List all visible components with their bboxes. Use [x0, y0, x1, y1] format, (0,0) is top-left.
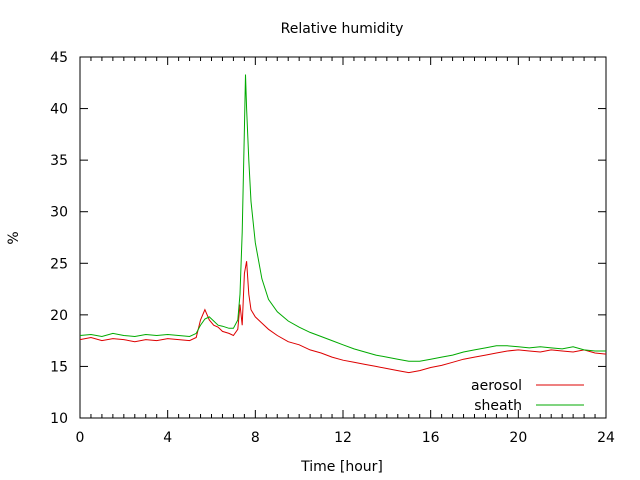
x-tick-label: 8	[251, 430, 260, 446]
y-tick-label: 35	[50, 153, 68, 169]
y-tick-label: 40	[50, 102, 68, 118]
x-tick-label: 20	[509, 430, 527, 446]
x-tick-label: 24	[597, 430, 615, 446]
y-tick-label: 45	[50, 50, 68, 66]
plot-area: 0 4 8 12 16 20 24 10 15 20 25 30 35 40 45	[50, 50, 615, 446]
y-tick-label: 20	[50, 308, 68, 324]
x-tick-label: 0	[76, 430, 85, 446]
series-line-aerosol	[79, 261, 607, 374]
y-tick-label: 25	[50, 256, 68, 272]
y-axis-label: %	[6, 231, 22, 244]
x-tick-label: 4	[163, 430, 172, 446]
chart-title: Relative humidity	[281, 21, 404, 37]
x-tick-label: 12	[334, 430, 352, 446]
y-tick-label: 10	[50, 411, 68, 427]
legend: aerosol sheath	[471, 378, 584, 414]
x-axis-label: Time [hour]	[300, 459, 383, 475]
x-tick-label: 16	[422, 430, 440, 446]
legend-label-sheath: sheath	[474, 398, 522, 414]
legend-label-aerosol: aerosol	[471, 378, 522, 394]
y-tick-label: 15	[50, 359, 68, 375]
plot-frame	[79, 56, 607, 419]
y-tick-label: 30	[50, 205, 68, 221]
series-line-sheath	[79, 74, 606, 362]
